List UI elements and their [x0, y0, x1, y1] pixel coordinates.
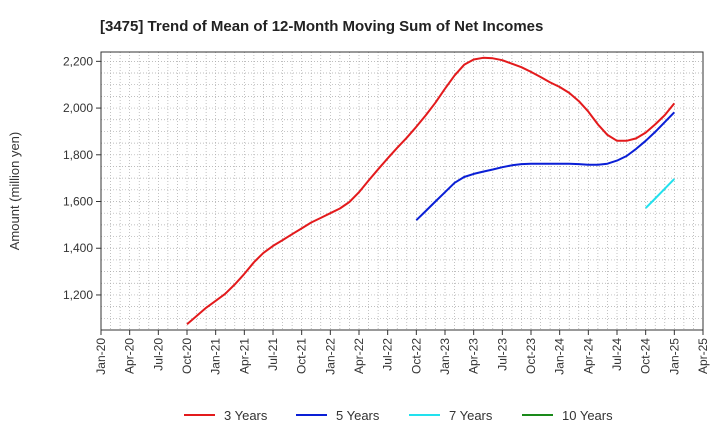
legend-label-7-years: 7 Years: [449, 408, 493, 423]
legend-label-3-years: 3 Years: [224, 408, 268, 423]
y-tick-label: 2,000: [63, 101, 93, 115]
x-tick-label: Oct-21: [295, 338, 309, 374]
x-tick-label: Apr-20: [123, 338, 137, 374]
x-tick-label: Apr-22: [352, 338, 366, 374]
y-axis-label: Amount (million yen): [7, 132, 22, 251]
x-axis: Jan-20 Apr-20 Jul-20 Oct-20 Jan-21 Apr-21 Jul-…: [94, 330, 710, 375]
x-tick-label: Oct-23: [524, 338, 538, 374]
y-tick-label: 1,600: [63, 195, 93, 209]
y-tick-label: 1,400: [63, 241, 93, 255]
legend-label-10-years: 10 Years: [562, 408, 613, 423]
series-line-5-years: [415, 111, 676, 221]
y-tick-label: 2,200: [63, 54, 93, 68]
x-tick-label: Jan-20: [94, 338, 108, 375]
x-tick-label: Jul-20: [151, 338, 165, 371]
series-lines: [186, 56, 676, 325]
x-tick-label: Jan-24: [553, 338, 567, 375]
x-tick-label: Oct-22: [409, 338, 423, 374]
chart-title: [3475] Trend of Mean of 12-Month Moving …: [100, 18, 543, 35]
x-tick-label: Oct-20: [180, 338, 194, 374]
y-tick-label: 1,800: [63, 148, 93, 162]
x-tick-label: Jul-24: [610, 338, 624, 371]
x-tick-label: Jul-21: [266, 338, 280, 371]
grid: [101, 52, 703, 330]
legend-label-5-years: 5 Years: [336, 408, 380, 423]
y-axis: 1,200 1,400 1,600 1,800 2,000 2,200: [63, 54, 101, 302]
x-tick-label: Jul-23: [495, 338, 509, 371]
x-tick-label: Jan-25: [667, 338, 681, 375]
x-tick-label: Apr-21: [237, 338, 251, 374]
series-line-7-years: [644, 178, 676, 209]
x-tick-label: Apr-25: [696, 338, 710, 374]
y-tick-label: 1,200: [63, 288, 93, 302]
series-line-3-years: [186, 56, 676, 325]
x-tick-label: Apr-23: [467, 338, 481, 374]
x-tick-label: Jan-22: [323, 338, 337, 375]
x-tick-label: Jul-22: [381, 338, 395, 371]
x-tick-label: Apr-24: [581, 338, 595, 374]
plot-frame: [100, 51, 704, 331]
x-tick-label: Jan-21: [209, 338, 223, 375]
x-tick-label: Oct-24: [639, 338, 653, 374]
x-tick-label: Jan-23: [438, 338, 452, 375]
legend: 3 Years 5 Years 7 Years 10 Years: [184, 408, 613, 423]
